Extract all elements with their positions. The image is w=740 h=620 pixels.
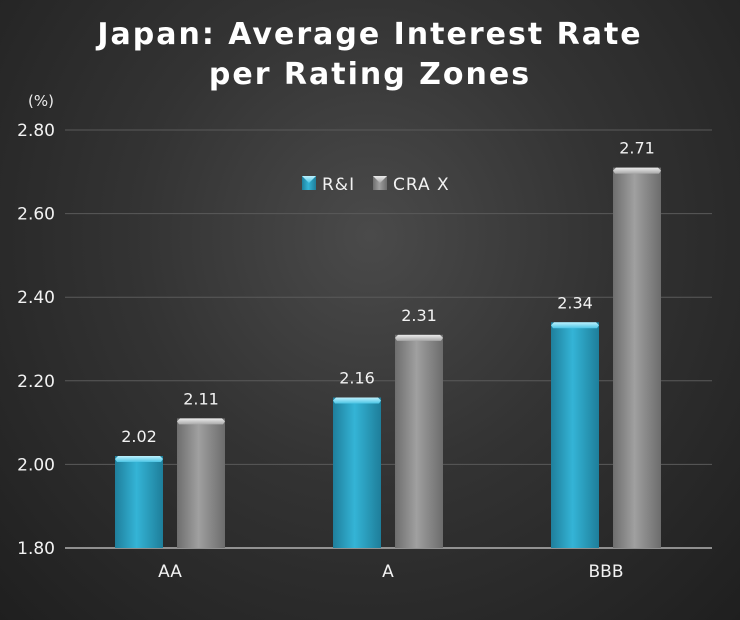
legend: R&I CRA X: [302, 175, 450, 195]
bar-crax-bbb: [613, 167, 661, 548]
bar-ri-a: [333, 397, 381, 548]
x-category-label: BBB: [589, 562, 624, 582]
chart-title-line-2: per Rating Zones: [208, 57, 532, 92]
y-tick-label: 2.60: [17, 205, 55, 225]
data-labels: 2.02 2.11 2.16 2.31 2.34 2.71: [121, 139, 655, 446]
bar-ri-aa: [115, 456, 163, 548]
bar-cap: [395, 334, 443, 341]
y-tick-label: 2.20: [17, 372, 55, 392]
y-tick-label: 2.00: [17, 455, 55, 475]
y-tick-label: 2.40: [17, 288, 55, 308]
data-label: 2.02: [121, 427, 157, 446]
x-category-label: A: [382, 562, 394, 582]
bars: [115, 167, 661, 548]
bar-cap: [115, 456, 163, 463]
data-label: 2.11: [183, 389, 219, 408]
bar-crax-a: [395, 334, 443, 548]
y-tick-label: 1.80: [17, 539, 55, 559]
bar-cap: [177, 418, 225, 425]
legend-label-ri: R&I: [322, 175, 355, 195]
bar-crax-aa: [177, 418, 225, 548]
x-axis: AA A BBB: [158, 562, 623, 582]
bar-cap: [613, 167, 661, 174]
data-label: 2.31: [401, 306, 437, 325]
legend-swatch-cap: [302, 176, 316, 183]
x-category-label: AA: [158, 562, 182, 582]
bar-cap: [333, 397, 381, 404]
legend-swatch-cap: [373, 176, 387, 183]
data-label: 2.71: [619, 139, 655, 158]
bar-cap: [551, 322, 599, 329]
data-label: 2.16: [339, 369, 375, 388]
y-axis-unit-label: (%): [28, 92, 54, 110]
chart-title-line-1: Japan: Average Interest Rate: [97, 17, 643, 52]
gridlines: [65, 129, 712, 549]
y-tick-label: 2.80: [17, 121, 55, 141]
bar-ri-bbb: [551, 322, 599, 548]
legend-label-crax: CRA X: [393, 175, 450, 195]
data-label: 2.34: [557, 293, 593, 312]
y-axis: 1.80 2.00 2.20 2.40 2.60 2.80: [17, 121, 55, 559]
